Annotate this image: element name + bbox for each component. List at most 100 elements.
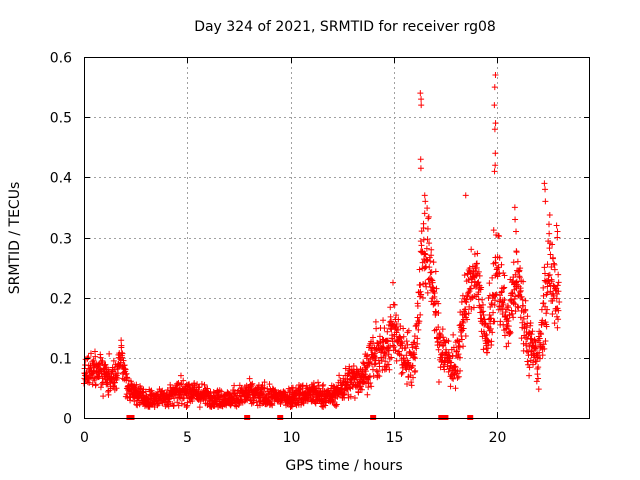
data-point bbox=[402, 344, 409, 351]
data-point bbox=[546, 211, 553, 218]
data-point bbox=[456, 354, 463, 361]
data-points bbox=[80, 72, 563, 411]
data-point bbox=[439, 326, 446, 333]
data-point bbox=[434, 338, 441, 345]
data-point bbox=[427, 269, 434, 276]
data-point bbox=[496, 233, 503, 240]
data-point bbox=[391, 343, 398, 350]
data-point bbox=[388, 354, 395, 361]
data-point bbox=[428, 246, 435, 253]
x-tick-label: 15 bbox=[386, 430, 404, 446]
data-point bbox=[92, 353, 99, 360]
data-point bbox=[218, 388, 225, 395]
data-point bbox=[445, 338, 452, 345]
data-point bbox=[333, 401, 340, 408]
data-point bbox=[228, 400, 235, 407]
data-point bbox=[360, 359, 367, 366]
data-point bbox=[517, 287, 524, 294]
data-point bbox=[417, 288, 424, 295]
data-point bbox=[524, 313, 531, 320]
data-point bbox=[283, 402, 290, 409]
data-point bbox=[418, 228, 425, 235]
data-point bbox=[488, 315, 495, 322]
data-point bbox=[495, 232, 502, 239]
data-point bbox=[366, 360, 373, 367]
data-point bbox=[515, 304, 522, 311]
data-point bbox=[426, 280, 433, 287]
data-point bbox=[489, 301, 496, 308]
data-point bbox=[408, 379, 415, 386]
data-point bbox=[106, 350, 113, 357]
data-point bbox=[555, 271, 562, 278]
data-point bbox=[467, 285, 474, 292]
data-point bbox=[496, 254, 503, 261]
data-point bbox=[410, 374, 417, 381]
data-point bbox=[372, 360, 379, 367]
data-point bbox=[348, 377, 355, 384]
data-point bbox=[528, 336, 535, 343]
data-point bbox=[364, 391, 371, 398]
data-point bbox=[498, 261, 505, 268]
data-point bbox=[554, 291, 561, 298]
data-point bbox=[238, 385, 245, 392]
data-point bbox=[178, 381, 185, 388]
data-point bbox=[487, 325, 494, 332]
data-point bbox=[412, 355, 419, 362]
data-point bbox=[373, 367, 380, 374]
data-point bbox=[523, 347, 530, 354]
data-point bbox=[522, 297, 529, 304]
data-point bbox=[553, 313, 560, 320]
data-point bbox=[105, 372, 112, 379]
data-point bbox=[380, 317, 387, 324]
spike-point bbox=[417, 156, 424, 163]
data-point bbox=[409, 344, 416, 351]
data-point bbox=[277, 401, 284, 408]
data-point bbox=[492, 297, 499, 304]
data-point bbox=[546, 221, 552, 228]
data-point bbox=[460, 343, 467, 350]
data-point bbox=[426, 240, 433, 247]
data-point bbox=[360, 360, 367, 367]
data-point bbox=[385, 361, 392, 368]
data-point bbox=[550, 254, 557, 261]
data-point bbox=[319, 383, 326, 390]
data-point bbox=[181, 394, 188, 401]
data-point bbox=[364, 352, 371, 359]
data-point bbox=[500, 269, 507, 276]
gap-marker bbox=[370, 415, 377, 420]
data-point bbox=[416, 266, 423, 273]
data-point bbox=[420, 224, 427, 231]
data-point bbox=[100, 393, 107, 400]
data-point bbox=[480, 312, 487, 319]
data-point bbox=[382, 358, 389, 365]
data-point bbox=[468, 306, 475, 313]
data-point bbox=[266, 381, 273, 388]
data-point bbox=[398, 339, 405, 346]
spike-point bbox=[491, 102, 498, 109]
data-point bbox=[535, 364, 542, 371]
gap-marker bbox=[277, 415, 284, 420]
data-point bbox=[546, 245, 553, 252]
data-point bbox=[198, 381, 205, 388]
data-point bbox=[167, 381, 174, 388]
data-point bbox=[512, 308, 519, 315]
data-point bbox=[458, 336, 465, 343]
data-point bbox=[556, 298, 563, 305]
data-point bbox=[462, 332, 469, 339]
data-point bbox=[91, 348, 98, 355]
data-point bbox=[541, 264, 548, 271]
data-point bbox=[391, 301, 398, 308]
data-point bbox=[384, 337, 391, 344]
data-point bbox=[393, 357, 400, 364]
data-point bbox=[520, 315, 527, 322]
data-point bbox=[512, 271, 519, 278]
data-point bbox=[196, 384, 203, 391]
data-point bbox=[204, 385, 211, 392]
data-point bbox=[423, 245, 430, 252]
data-point bbox=[122, 371, 129, 378]
data-point bbox=[114, 374, 121, 381]
spike-point bbox=[491, 126, 498, 133]
data-point bbox=[231, 382, 238, 389]
data-point bbox=[397, 334, 404, 341]
data-point bbox=[513, 249, 520, 256]
